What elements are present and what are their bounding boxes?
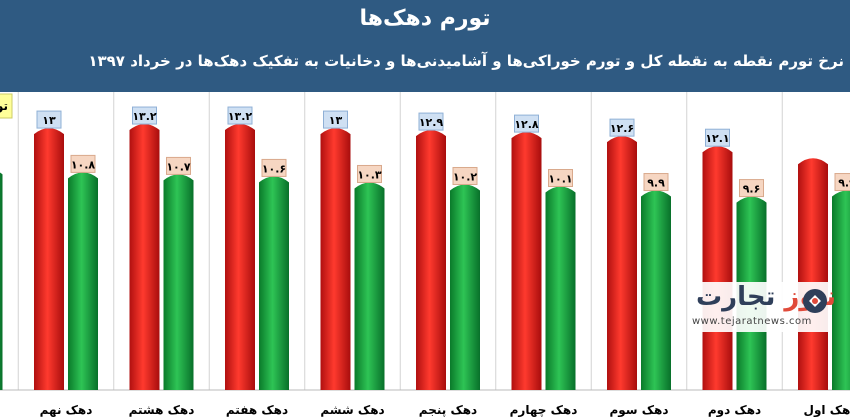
data-label: ۱۳.۲ [228, 110, 253, 123]
data-label: ۱۳.۲ [132, 110, 157, 123]
data-label-box [514, 114, 539, 133]
bar-total-5 [416, 130, 446, 390]
bar-total-7 [225, 124, 255, 391]
bar-total-6 [320, 128, 351, 390]
data-label: ۱۰.۸ [71, 158, 96, 171]
data-label-box [705, 128, 730, 147]
logo-name-main: تجارت [696, 282, 776, 312]
data-label-box [357, 164, 382, 183]
bar-total-2 [702, 146, 733, 390]
data-label-box [132, 106, 157, 125]
bar-food-7 [259, 176, 289, 390]
data-label-box [323, 110, 348, 129]
data-label: ۱۲.۹ [419, 116, 444, 129]
data-label: ۹.۶ [743, 183, 761, 196]
x-tick-label: دهک نهم [40, 403, 93, 417]
data-label-box [166, 156, 191, 175]
bar-total-4 [511, 132, 542, 390]
chart-header: تورم دهک‌ها نرخ تورم نقطه به نقطه کل و ت… [0, 0, 850, 92]
logo-icon [803, 289, 827, 313]
data-label: ۹.۹ [838, 177, 850, 190]
data-label: ۱۰.۶ [262, 162, 286, 175]
x-tick-label: دهک پنجم [419, 403, 477, 417]
data-label-box [36, 110, 62, 129]
data-label-box [227, 106, 253, 125]
data-label-box [609, 118, 635, 137]
data-label-box [643, 173, 669, 192]
data-label: ۹.۹ [647, 177, 665, 190]
data-labels: ۹.۹ ۱۲.۱ ۹.۶ ۱۲.۶ ۹.۹ ۱۲.۸ ۱۰.۱ ۱۲.۹ ۱۰.۲ ۱۳ ۱۰.۳ ۱… [36, 106, 850, 198]
bars [0, 124, 850, 391]
x-tick-label: دهک اول [804, 403, 850, 418]
bar-food-9 [68, 172, 98, 390]
data-label: ۱۲.۱ [705, 132, 729, 145]
x-tick-label: دهک چهارم [510, 403, 578, 418]
legend-text: تو [0, 99, 8, 114]
data-label-box [452, 166, 478, 185]
data-label: ۱۰.۷ [166, 160, 191, 173]
x-tick-label: دهک هفتم [226, 403, 288, 417]
data-label: ۱۲.۶ [610, 122, 634, 135]
x-tick-labels: دهک اول دهک دوم دهک سوم دهک چهارم دهک پنجم ده… [40, 403, 850, 418]
bar-food-5 [450, 184, 480, 390]
bar-food-6 [354, 182, 385, 390]
x-tick-label: دهک سوم [609, 403, 668, 418]
chart-title: تورم دهک‌ها [359, 6, 491, 31]
legend-box [0, 93, 13, 119]
tejaratnews-logo: نیوز تجارت www.tejaratnews.com [690, 282, 836, 332]
bar-food-10 [0, 172, 3, 390]
data-label-box [548, 169, 573, 188]
x-tick-label: دهک هشتم [129, 403, 195, 417]
data-label-box [418, 112, 444, 131]
bar-food-1 [832, 190, 850, 390]
data-label: ۱۳ [329, 114, 343, 127]
bar-food-4 [545, 186, 576, 390]
data-label: ۱۰.۳ [357, 168, 382, 181]
data-label-box [739, 179, 764, 198]
data-label-box [261, 158, 287, 177]
data-label: ۱۳ [42, 114, 56, 127]
data-label-box [70, 154, 96, 173]
bar-total-1 [798, 158, 828, 390]
chart-subtitle: نرخ تورم نقطه به نقطه کل و تورم خوراکی‌ه… [88, 52, 844, 70]
bar-food-3 [641, 190, 671, 390]
x-tick-label: دهک دوم [708, 403, 761, 418]
bar-chart: تو ۹.۹ ۱۲.۱ ۹.۶ ۱۲.۶ ۹.۹ ۱۲.۸ ۱۰.۱ ۱۲.۹ ۱۰.۲ ۱۳ ۱۰… [0, 92, 850, 418]
bar-total-8 [129, 124, 160, 391]
x-tick-label: دهک ششم [320, 403, 384, 417]
bar-total-3 [607, 136, 637, 390]
data-label: ۱۰.۱ [548, 173, 572, 186]
data-label: ۱۲.۸ [514, 118, 539, 131]
bar-total-9 [34, 128, 64, 390]
data-label: ۱۰.۲ [453, 170, 478, 183]
bar-food-8 [163, 174, 194, 390]
data-label-box [834, 173, 850, 192]
logo-url: www.tejaratnews.com [692, 316, 812, 327]
